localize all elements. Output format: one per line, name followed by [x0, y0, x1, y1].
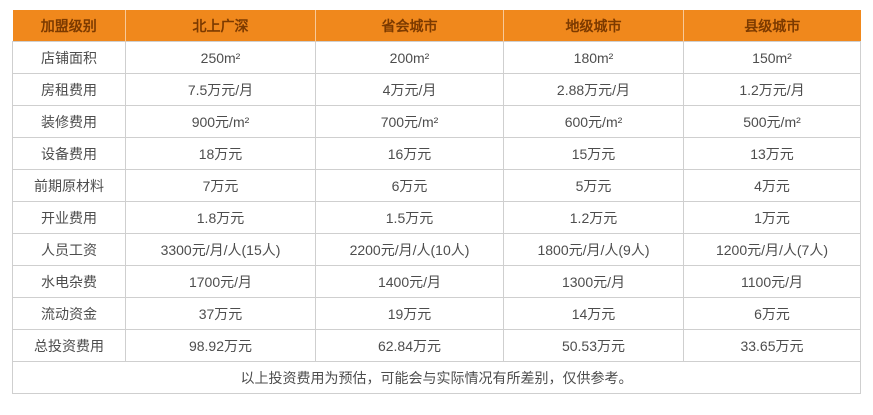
cell: 4万元	[683, 169, 861, 202]
cell: 150m²	[683, 41, 861, 74]
header-cell-county-cities: 县级城市	[683, 10, 861, 42]
cell: 1700元/月	[125, 265, 316, 298]
cell: 200m²	[315, 41, 504, 74]
cell: 62.84万元	[315, 329, 504, 362]
cell: 1.5万元	[315, 201, 504, 234]
cell: 7万元	[125, 169, 316, 202]
cell: 37万元	[125, 297, 316, 330]
cell: 14万元	[503, 297, 684, 330]
cell: 6万元	[683, 297, 861, 330]
table-row-shop-area: 店铺面积 250m² 200m² 180m² 150m²	[12, 41, 861, 74]
table-row-opening-cost: 开业费用 1.8万元 1.5万元 1.2万元 1万元	[12, 201, 861, 234]
cell: 1800元/月/人(9人)	[503, 233, 684, 266]
row-label: 设备费用	[12, 137, 126, 170]
cell: 18万元	[125, 137, 316, 170]
cell: 2200元/月/人(10人)	[315, 233, 504, 266]
cell: 6万元	[315, 169, 504, 202]
table-row-rent-cost: 房租费用 7.5万元/月 4万元/月 2.88万元/月 1.2万元/月	[12, 73, 861, 106]
cell: 250m²	[125, 41, 316, 74]
row-label: 前期原材料	[12, 169, 126, 202]
franchise-cost-table-container: 加盟级别 北上广深 省会城市 地级城市 县级城市 店铺面积 250m² 200m…	[12, 10, 861, 394]
row-label: 房租费用	[12, 73, 126, 106]
cell: 900元/m²	[125, 105, 316, 138]
table-row-initial-materials: 前期原材料 7万元 6万元 5万元 4万元	[12, 169, 861, 202]
cell: 2.88万元/月	[503, 73, 684, 106]
table-row-renovation-cost: 装修费用 900元/m² 700元/m² 600元/m² 500元/m²	[12, 105, 861, 138]
cell: 7.5万元/月	[125, 73, 316, 106]
cell: 5万元	[503, 169, 684, 202]
row-label: 装修费用	[12, 105, 126, 138]
cell: 500元/m²	[683, 105, 861, 138]
table-row-equipment-cost: 设备费用 18万元 16万元 15万元 13万元	[12, 137, 861, 170]
table-row-total-investment: 总投资费用 98.92万元 62.84万元 50.53万元 33.65万元	[12, 329, 861, 362]
cell: 19万元	[315, 297, 504, 330]
table-row-working-capital: 流动资金 37万元 19万元 14万元 6万元	[12, 297, 861, 330]
header-cell-capital-cities: 省会城市	[315, 10, 504, 42]
row-label: 人员工资	[12, 233, 126, 266]
cell: 1100元/月	[683, 265, 861, 298]
table-row-utilities: 水电杂费 1700元/月 1400元/月 1300元/月 1100元/月	[12, 265, 861, 298]
cell: 16万元	[315, 137, 504, 170]
row-label: 店铺面积	[12, 41, 126, 74]
cell: 700元/m²	[315, 105, 504, 138]
cell: 15万元	[503, 137, 684, 170]
row-label: 水电杂费	[12, 265, 126, 298]
row-label: 流动资金	[12, 297, 126, 330]
header-row: 加盟级别 北上广深 省会城市 地级城市 县级城市	[12, 10, 861, 42]
franchise-cost-table: 加盟级别 北上广深 省会城市 地级城市 县级城市 店铺面积 250m² 200m…	[12, 10, 861, 394]
cell: 13万元	[683, 137, 861, 170]
cell: 98.92万元	[125, 329, 316, 362]
cell: 600元/m²	[503, 105, 684, 138]
cell: 33.65万元	[683, 329, 861, 362]
row-label: 总投资费用	[12, 329, 126, 362]
row-label: 开业费用	[12, 201, 126, 234]
cell: 1200元/月/人(7人)	[683, 233, 861, 266]
table-row-staff-salary: 人员工资 3300元/月/人(15人) 2200元/月/人(10人) 1800元…	[12, 233, 861, 266]
cell: 1.2万元/月	[683, 73, 861, 106]
cell: 4万元/月	[315, 73, 504, 106]
cell: 180m²	[503, 41, 684, 74]
cell: 1.8万元	[125, 201, 316, 234]
cell: 3300元/月/人(15人)	[125, 233, 316, 266]
cell: 1.2万元	[503, 201, 684, 234]
cell: 50.53万元	[503, 329, 684, 362]
cell: 1300元/月	[503, 265, 684, 298]
header-cell-tier1-cities: 北上广深	[125, 10, 316, 42]
cell: 1400元/月	[315, 265, 504, 298]
header-cell-prefecture-cities: 地级城市	[503, 10, 684, 42]
footer-row: 以上投资费用为预估，可能会与实际情况有所差别，仅供参考。	[12, 361, 861, 394]
footnote-text: 以上投资费用为预估，可能会与实际情况有所差别，仅供参考。	[12, 361, 861, 394]
cell: 1万元	[683, 201, 861, 234]
header-cell-level: 加盟级别	[12, 10, 126, 42]
